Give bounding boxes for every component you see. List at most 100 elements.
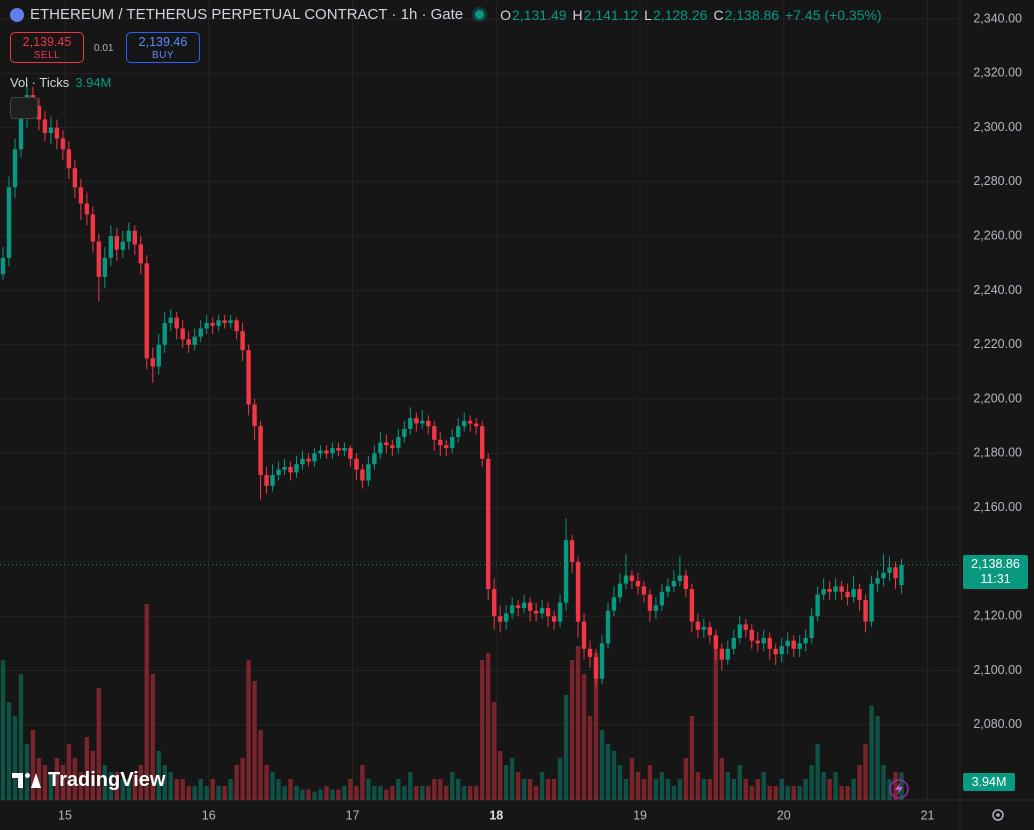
candle-body	[252, 404, 257, 427]
volume-bar	[300, 789, 305, 800]
candle-body	[593, 656, 599, 679]
volume-bar	[611, 751, 617, 800]
volume-bar	[354, 786, 359, 800]
candle-body	[264, 475, 269, 486]
volume-bar	[593, 653, 599, 800]
candle-body	[396, 437, 401, 448]
volume-bar	[318, 789, 323, 800]
candle-body	[827, 589, 832, 592]
x-tick-label: 21	[921, 808, 935, 822]
volume-bar	[689, 716, 695, 800]
candle-body	[617, 583, 623, 598]
candle-body	[198, 328, 203, 337]
candle-body	[318, 450, 323, 454]
volume-bar	[647, 765, 653, 800]
ohlc-key: L	[644, 6, 652, 23]
sell-button[interactable]: 2,139.45 SELL	[10, 32, 84, 63]
volume-bar	[324, 786, 329, 800]
candle-body	[701, 627, 707, 630]
volume-bar	[635, 772, 641, 800]
candle-body	[695, 621, 701, 630]
buy-button[interactable]: 2,139.46 BUY	[126, 32, 200, 63]
volume-bar	[186, 786, 191, 800]
candle-body	[569, 540, 575, 562]
symbol-title[interactable]: ETHEREUM / TETHERUS PERPETUAL CONTRACT ·…	[30, 6, 464, 23]
volume-bar	[66, 744, 72, 800]
candle-body	[749, 629, 754, 641]
volume-bar	[863, 744, 868, 800]
collapse-button[interactable]	[10, 97, 38, 119]
candle-body	[336, 447, 341, 451]
candle-body	[713, 635, 719, 649]
volume-bar	[414, 786, 419, 800]
candle-body	[54, 127, 60, 139]
candle-body	[426, 420, 431, 427]
volume-bar	[719, 758, 724, 800]
candle-body	[815, 594, 820, 617]
candle-body	[132, 230, 137, 245]
legend: ETHEREUM / TETHERUS PERPETUAL CONTRACT ·…	[10, 6, 882, 23]
volume-bar	[168, 772, 173, 800]
candle-body	[276, 469, 281, 476]
brand: TradingView	[12, 769, 165, 792]
settings-dot	[996, 813, 1000, 817]
volume-bar	[408, 772, 413, 800]
volume-bar	[875, 716, 880, 800]
candle-body	[671, 580, 677, 587]
candle-body	[491, 589, 497, 617]
alert-icon[interactable]	[889, 779, 909, 799]
candle-body	[719, 648, 724, 660]
candle-body	[653, 605, 659, 611]
candle-body	[216, 320, 221, 326]
volume-bar	[851, 779, 856, 800]
x-tick-label: 19	[633, 808, 647, 822]
volume-bar	[456, 779, 461, 800]
volume-bar	[725, 772, 730, 800]
candle-body	[258, 426, 263, 476]
candle-body	[587, 648, 593, 657]
candle-body	[408, 418, 413, 429]
candle-body	[90, 214, 96, 242]
candle-body	[444, 445, 449, 448]
candle-body	[324, 450, 329, 454]
volume-bar	[773, 786, 778, 800]
volume-bar	[462, 786, 467, 800]
candle-body	[611, 597, 617, 611]
volume-bar	[156, 751, 161, 800]
volume-legend: Vol · Ticks 3.94M	[10, 75, 111, 90]
volume-bar	[515, 772, 521, 800]
volume-bar	[6, 702, 12, 800]
candle-body	[312, 453, 317, 462]
volume-bar	[162, 765, 167, 800]
volume-bar	[138, 765, 143, 800]
candle-body	[372, 453, 377, 465]
candle-body	[240, 331, 245, 351]
candle-body	[527, 602, 533, 611]
candle-body	[450, 437, 455, 448]
candle-body	[863, 599, 868, 622]
candle-body	[60, 138, 66, 150]
candle-body	[12, 149, 18, 188]
settings-icon[interactable]	[992, 809, 1004, 821]
volume-bar	[677, 779, 683, 800]
volume-bar	[474, 786, 479, 800]
y-tick-label: 2,180.00	[973, 446, 1022, 460]
candle-body	[180, 328, 185, 340]
y-tick-label: 2,080.00	[973, 717, 1022, 731]
volume-bar	[809, 765, 814, 800]
candle-body	[845, 591, 850, 598]
volume-bar	[342, 786, 347, 800]
volume-bar	[276, 779, 281, 800]
volume-bar	[108, 772, 114, 800]
volume-bar	[791, 786, 796, 800]
volume-bar	[755, 779, 760, 800]
candle-body	[270, 475, 275, 486]
volume-bar	[665, 779, 671, 800]
candle-body	[881, 572, 886, 579]
volume-bar	[623, 779, 629, 800]
volume-bar	[803, 779, 808, 800]
candle-body	[647, 594, 653, 611]
volume-bar	[216, 786, 221, 800]
sell-label: SELL	[33, 50, 61, 61]
volume-bar	[617, 765, 623, 800]
